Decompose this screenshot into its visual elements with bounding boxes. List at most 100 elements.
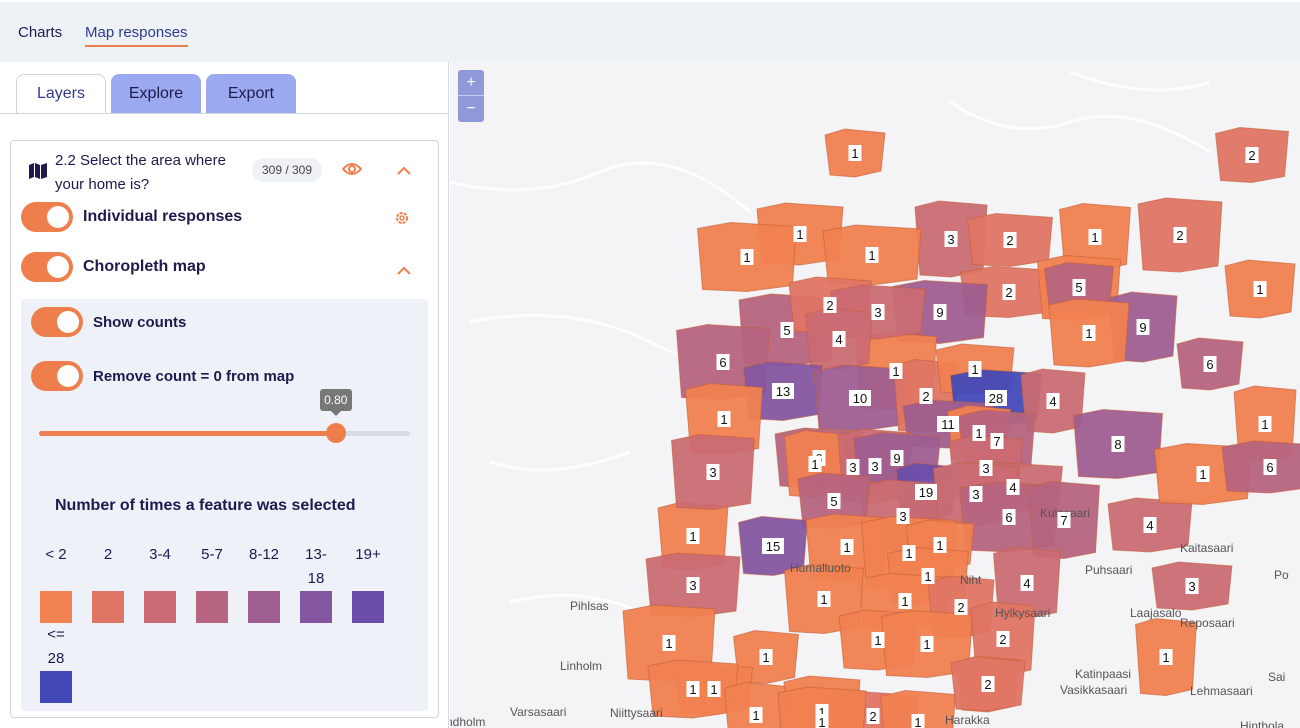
question-title: 2.2 Select the area where your home is? (55, 152, 226, 193)
map-region[interactable] (1221, 440, 1300, 494)
chevron-up-icon[interactable] (396, 163, 412, 181)
svg-text:4: 4 (835, 332, 842, 347)
svg-text:1: 1 (923, 637, 930, 652)
svg-text:1: 1 (1199, 467, 1206, 482)
svg-text:1: 1 (811, 457, 818, 472)
svg-text:1: 1 (1162, 650, 1169, 665)
individual-responses-toggle[interactable] (21, 202, 73, 232)
region-count-label: 3 (706, 464, 720, 480)
eye-icon[interactable] (341, 161, 363, 182)
opacity-slider-thumb[interactable] (325, 423, 346, 443)
region-count-label: 5 (1072, 279, 1086, 295)
region-count-label: 9 (933, 304, 947, 320)
region-count-label: 1 (686, 528, 700, 544)
svg-text:3: 3 (972, 487, 979, 502)
tab-layers[interactable]: Layers (16, 74, 106, 114)
svg-text:2: 2 (1248, 148, 1255, 163)
tab-explore[interactable]: Explore (111, 74, 201, 114)
svg-text:6: 6 (1206, 357, 1213, 372)
legend-label: <= 28 (47, 626, 65, 667)
gear-icon[interactable] (394, 210, 410, 231)
region-count-label: 19 (915, 484, 937, 500)
svg-text:3: 3 (689, 578, 696, 593)
region-count-label: 1 (1253, 281, 1267, 297)
region-count-label: 13 (772, 383, 794, 399)
zoom-out-button[interactable]: − (466, 100, 476, 117)
region-count-label: 1 (808, 456, 822, 472)
svg-text:9: 9 (1139, 320, 1146, 335)
svg-text:1: 1 (1091, 230, 1098, 245)
show-counts-toggle[interactable] (31, 307, 83, 337)
region-count-label: 1 (1258, 416, 1272, 432)
svg-text:4: 4 (1049, 394, 1056, 409)
svg-text:1: 1 (843, 540, 850, 555)
svg-text:9: 9 (936, 305, 943, 320)
region-count-label: 1 (865, 247, 879, 263)
place-name-label: Vasikkasaari (1060, 683, 1127, 697)
svg-text:1: 1 (971, 362, 978, 377)
map-region[interactable] (879, 689, 957, 728)
choropleth-label: Choropleth map (83, 258, 206, 275)
region-count-label: 4 (1020, 575, 1034, 591)
legend-swatch (196, 591, 228, 623)
region-count-label: 3 (686, 577, 700, 593)
region-count-label: 9 (1136, 319, 1150, 335)
choropleth-settings: Show counts Remove count = 0 from map 0.… (21, 299, 428, 711)
svg-text:2: 2 (984, 677, 991, 692)
place-name-label: Reposaari (1180, 616, 1235, 630)
place-name-label: Hylkysaari (995, 606, 1050, 620)
legend-swatch (92, 591, 124, 623)
svg-text:1: 1 (901, 594, 908, 609)
svg-text:1: 1 (818, 715, 825, 728)
region-count-label: 2 (919, 388, 933, 404)
region-count-label: 6 (1203, 356, 1217, 372)
region-count-label: 1 (972, 425, 986, 441)
tab-map-responses[interactable]: Map responses (85, 24, 188, 47)
map-region[interactable] (723, 681, 789, 728)
tab-export[interactable]: Export (206, 74, 296, 114)
region-count-label: 5 (827, 493, 841, 509)
region-count-label: 1 (911, 714, 925, 728)
region-count-label: 1 (933, 537, 947, 553)
remove-zero-toggle[interactable] (31, 361, 83, 391)
choropleth-toggle[interactable] (21, 252, 73, 282)
tab-divider (0, 113, 449, 114)
zoom-in-button[interactable]: + (458, 70, 484, 96)
region-count-label: 1 (717, 411, 731, 427)
region-count-label: 1 (759, 649, 773, 665)
svg-text:2: 2 (957, 600, 964, 615)
top-nav: Charts Map responses (0, 0, 1300, 62)
svg-text:5: 5 (783, 323, 790, 338)
legend-swatch (300, 591, 332, 623)
svg-text:10: 10 (853, 391, 867, 406)
region-count-label: 1 (815, 714, 829, 728)
region-count-label: 1 (1082, 325, 1096, 341)
svg-text:1: 1 (905, 546, 912, 561)
tab-charts[interactable]: Charts (18, 24, 63, 41)
legend-swatch (248, 591, 280, 623)
region-count-label: 1 (707, 681, 721, 697)
svg-text:1: 1 (892, 364, 899, 379)
svg-text:2: 2 (1005, 285, 1012, 300)
svg-text:2: 2 (826, 298, 833, 313)
svg-text:1: 1 (820, 592, 827, 607)
region-count-label: 1 (740, 249, 754, 265)
region-count-label: 4 (1143, 517, 1157, 533)
region-count-label: 1 (889, 363, 903, 379)
region-count-label: 2 (866, 708, 880, 724)
region-count-label: 2 (1245, 147, 1259, 163)
region-count-label: 1 (898, 593, 912, 609)
svg-text:1: 1 (743, 250, 750, 265)
opacity-slider[interactable] (39, 431, 410, 436)
svg-text:7: 7 (1060, 513, 1067, 528)
region-count-label: 4 (1006, 479, 1020, 495)
region-count-label: 2 (954, 599, 968, 615)
choropleth-map[interactable]: LinholmNiittysaariVarsasaarindholmKulosa… (450, 62, 1300, 728)
svg-text:1: 1 (936, 538, 943, 553)
region-count-label: 1 (871, 632, 885, 648)
map-canvas[interactable]: LinholmNiittysaariVarsasaarindholmKulosa… (450, 62, 1300, 728)
remove-zero-label: Remove count = 0 from map (93, 368, 295, 385)
chevron-up-icon[interactable] (396, 263, 412, 281)
opacity-slider-fill (39, 431, 336, 436)
region-count-label: 1 (662, 635, 676, 651)
